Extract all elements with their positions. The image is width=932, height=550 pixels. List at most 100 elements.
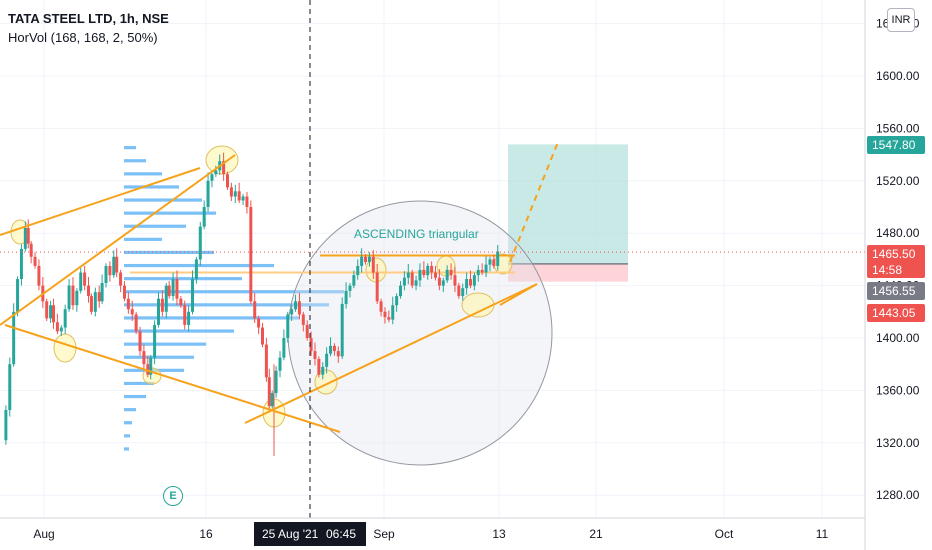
- candle-body: [484, 264, 488, 273]
- candle-body: [325, 353, 329, 367]
- candle-body: [309, 338, 313, 352]
- candle-body: [87, 285, 91, 297]
- y-tick-label: 1600.00: [876, 69, 920, 83]
- candle-body: [191, 279, 195, 312]
- candle-body: [267, 377, 271, 407]
- highlight-ellipse: [205, 145, 239, 175]
- candle-body: [453, 275, 457, 286]
- candle-body: [52, 305, 56, 323]
- candle-body: [19, 248, 23, 280]
- candle-body: [83, 272, 87, 286]
- candle-body: [226, 174, 230, 188]
- candle-body: [340, 303, 344, 357]
- candle-body: [100, 282, 104, 302]
- candle-body: [360, 256, 364, 266]
- candle-body: [352, 275, 356, 286]
- candle-body: [59, 327, 63, 332]
- candle-body: [249, 207, 253, 302]
- candle-body: [430, 265, 434, 273]
- candle-body: [108, 265, 112, 276]
- highlight-ellipse: [53, 333, 77, 363]
- candle-body: [257, 318, 261, 328]
- x-tick-label: Oct: [715, 527, 734, 541]
- y-tick-label: 1360.00: [876, 383, 920, 397]
- candle-body: [426, 265, 430, 276]
- symbol-title[interactable]: TATA STEEL LTD, 1h, NSE: [8, 11, 169, 26]
- candle-body: [160, 298, 164, 312]
- candle-body: [297, 301, 301, 315]
- trendline: [244, 283, 538, 424]
- volume-profile-bar: [124, 329, 234, 333]
- stop-zone: [508, 263, 628, 282]
- candle-body: [156, 298, 160, 325]
- volume-profile-bar: [124, 211, 216, 215]
- candle-body: [149, 357, 153, 375]
- candle-body: [233, 191, 237, 197]
- volume-profile-bar: [124, 290, 344, 294]
- candle-body: [445, 269, 449, 281]
- candle-body: [329, 345, 333, 354]
- candle-body: [63, 309, 67, 328]
- candle-body: [75, 290, 79, 306]
- candle-body: [270, 393, 274, 407]
- candle-body: [496, 251, 500, 266]
- volume-profile-bar: [124, 198, 202, 202]
- candle-body: [153, 324, 157, 358]
- candle-body: [49, 305, 53, 319]
- candle-body: [8, 364, 12, 411]
- candle-body: [214, 170, 218, 175]
- candle-body: [399, 285, 403, 297]
- volume-profile-bar: [124, 342, 206, 346]
- y-tick-label: 1480.00: [876, 226, 920, 240]
- y-tick-label: 1280.00: [876, 488, 920, 502]
- volume-profile-bar: [124, 447, 129, 451]
- candle-body: [264, 344, 268, 378]
- x-tick-label: 21: [589, 527, 603, 541]
- y-tick-label: 1560.00: [876, 121, 920, 135]
- candle-body: [164, 285, 168, 312]
- candle-body: [379, 301, 383, 312]
- candle-body: [130, 309, 134, 315]
- candle-body: [391, 305, 395, 320]
- candle-body: [364, 256, 368, 263]
- candle-body: [171, 279, 175, 297]
- candle-body: [222, 161, 226, 175]
- candle-body: [356, 265, 360, 276]
- candle-body: [344, 290, 348, 304]
- crosshair-time: 06:45: [326, 527, 357, 541]
- candle-body: [37, 265, 41, 286]
- candle-body: [461, 288, 465, 297]
- candle-body: [122, 285, 126, 299]
- candle-body: [305, 324, 309, 338]
- currency-button[interactable]: INR: [887, 8, 915, 32]
- x-tick-label: 11: [816, 527, 829, 541]
- candle-body: [23, 227, 27, 249]
- candle-body: [71, 285, 75, 306]
- candle-body: [336, 351, 340, 357]
- candle-body: [104, 265, 108, 283]
- x-tick-label: Sep: [373, 527, 395, 541]
- candle-body: [348, 285, 352, 291]
- candle-body: [126, 298, 130, 310]
- candle-body: [210, 174, 214, 181]
- volume-profile-bar: [124, 303, 329, 307]
- price-tag: 1456.55: [867, 282, 925, 300]
- candle-body: [206, 180, 210, 207]
- volume-profile-bar: [124, 277, 242, 281]
- candle-body: [434, 272, 438, 278]
- trendline: [499, 283, 538, 306]
- candles: [4, 152, 500, 456]
- candle-body: [313, 351, 317, 359]
- candle-body: [278, 357, 282, 371]
- volume-profile-bar: [124, 408, 136, 412]
- candle-body: [237, 191, 241, 201]
- candle-body: [93, 292, 97, 312]
- candle-body: [138, 331, 142, 352]
- earnings-icon[interactable]: E: [163, 486, 183, 506]
- indicator-label[interactable]: HorVol (168, 168, 2, 50%): [8, 30, 158, 45]
- candle-body: [301, 314, 305, 325]
- candle-body: [290, 309, 294, 315]
- x-tick-label: Aug: [33, 527, 54, 541]
- candle-body: [418, 269, 422, 281]
